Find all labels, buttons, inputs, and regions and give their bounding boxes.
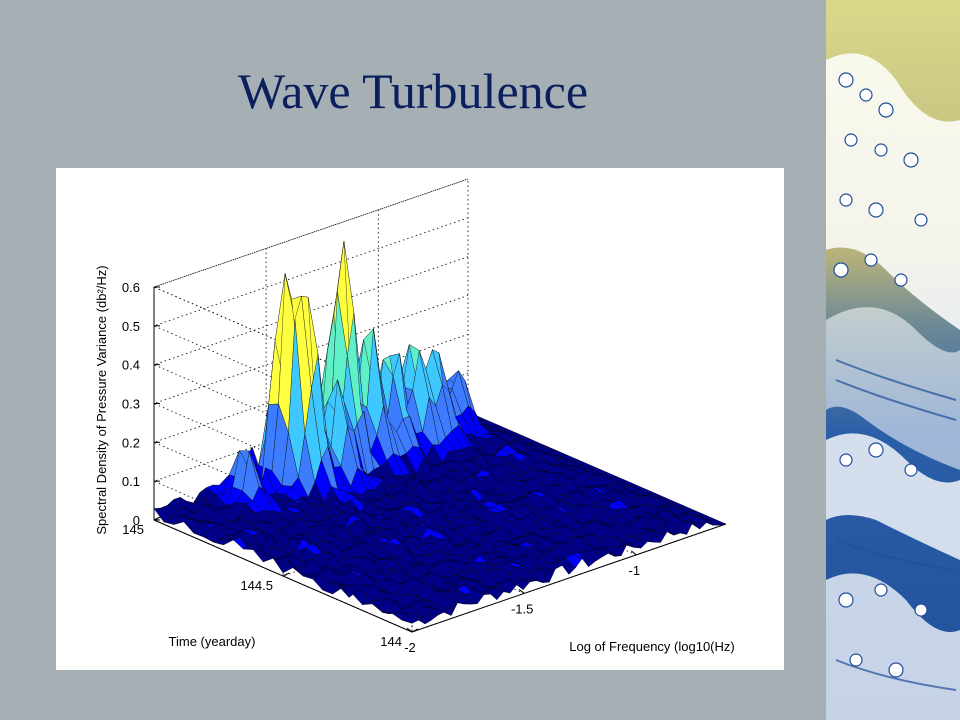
z-tick-label: 0.6 bbox=[122, 280, 140, 295]
x-tick-label: -1.5 bbox=[511, 601, 533, 616]
z-tick-label: 0.2 bbox=[122, 435, 140, 450]
x-tick-label: -2 bbox=[404, 640, 416, 655]
y-tick bbox=[411, 628, 419, 633]
x-tick bbox=[406, 627, 413, 633]
x-tick-label: -1 bbox=[629, 563, 641, 578]
x-axis-label: Log of Frequency (log10(Hz) bbox=[569, 639, 734, 654]
x-tick bbox=[630, 550, 637, 556]
surface-plot bbox=[153, 241, 727, 625]
z-axis-label: Spectral Density of Pressure Variance (d… bbox=[94, 265, 109, 534]
z-tick-label: 0.3 bbox=[122, 397, 140, 412]
z-tick-label: 0 bbox=[133, 513, 140, 528]
z-tick-label: 0.5 bbox=[122, 319, 140, 334]
y-tick bbox=[153, 516, 161, 521]
breaking-wave-art bbox=[826, 0, 960, 720]
z-tick-label: 0.4 bbox=[122, 358, 140, 373]
slide-title: Wave Turbulence bbox=[237, 63, 589, 119]
y-tick-label: 144.5 bbox=[240, 578, 273, 593]
chart-figure: 0 0.1 0.2 0.3 0.4 0.5 0.6 -2 -1.5 -1 144 144.5 145 Lo… bbox=[56, 168, 784, 670]
grid-line bbox=[377, 209, 637, 556]
grid-line bbox=[265, 248, 525, 594]
x-axis-line bbox=[411, 523, 727, 633]
y-tick-label: 145 bbox=[122, 522, 144, 537]
z-tick-label: 0.1 bbox=[122, 474, 140, 489]
y-tick bbox=[282, 572, 290, 577]
chart-axes: 0 0.1 0.2 0.3 0.4 0.5 0.6 -2 -1.5 -1 144 144.5 145 Lo… bbox=[94, 265, 735, 655]
x-tick bbox=[518, 589, 525, 594]
grid-edge bbox=[153, 178, 469, 288]
y-tick-label: 144 bbox=[380, 634, 402, 649]
y-axis-label: Time (yearday) bbox=[169, 634, 256, 649]
surface-chart: 0 0.1 0.2 0.3 0.4 0.5 0.6 -2 -1.5 -1 144 144.5 145 Lo… bbox=[94, 178, 735, 655]
